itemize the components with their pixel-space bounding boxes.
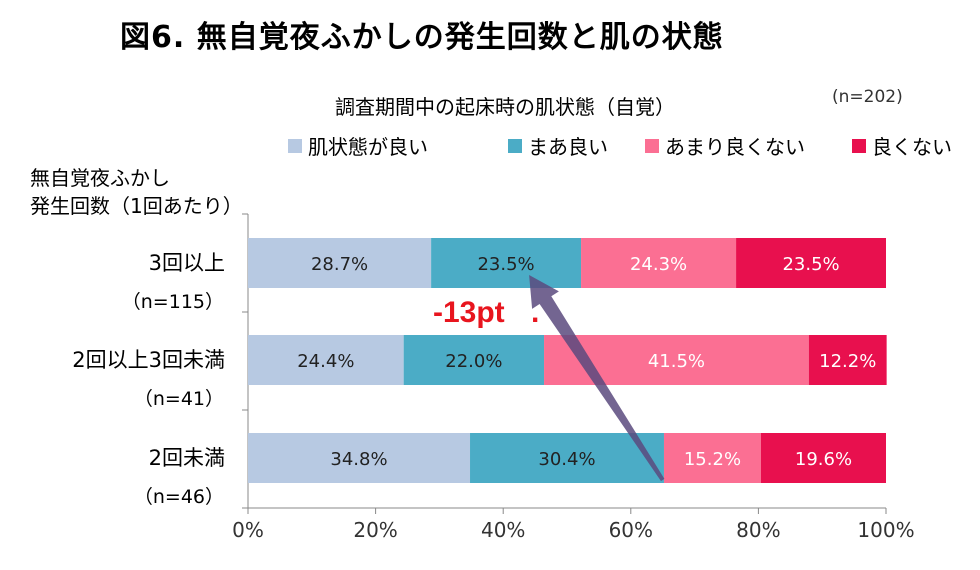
data-label: 41.5% — [648, 351, 705, 372]
bar-segment — [663, 433, 761, 483]
data-label: 23.5% — [477, 254, 534, 275]
data-label: 30.4% — [538, 449, 595, 470]
category-sample-size: （n=41） — [134, 388, 224, 410]
x-tick-label: 40% — [481, 518, 525, 542]
legend-label: あまり良くない — [665, 135, 805, 159]
bar-segment — [581, 238, 737, 288]
data-label: 24.4% — [297, 351, 354, 372]
data-label: 28.7% — [311, 254, 368, 275]
legend-swatch — [288, 139, 302, 153]
bar-segment — [403, 335, 545, 385]
legend-label: 良くない — [872, 135, 952, 159]
legend-swatch — [508, 139, 522, 153]
chart-subtitle: 調査期間中の起床時の肌状態（自覚） — [335, 95, 675, 119]
bar-segment — [431, 238, 582, 288]
x-tick-label: 100% — [857, 518, 914, 542]
legend-label: 肌状態が良い — [308, 135, 428, 159]
category-sample-size: （n=115） — [122, 291, 224, 313]
data-label: 23.5% — [782, 254, 839, 275]
data-label: 24.3% — [630, 254, 687, 275]
category-sample-size: （n=46） — [134, 486, 224, 508]
bar-segment — [760, 433, 886, 483]
bar-segment — [736, 238, 886, 288]
annotation-arrow — [529, 275, 665, 482]
chart-title: 図6. 無自覚夜ふかしの発生回数と肌の状態 — [120, 20, 724, 55]
x-tick-label: 20% — [353, 518, 397, 542]
annotation-text: -13pt — [433, 296, 505, 329]
category-label: 2回以上3回未満 — [72, 348, 225, 372]
y-axis-title: 無自覚夜ふかし — [30, 166, 170, 190]
legend-swatch — [852, 139, 866, 153]
data-label: 12.2% — [819, 351, 876, 372]
bar-segment — [470, 433, 664, 483]
x-tick-label: 80% — [736, 518, 780, 542]
y-axis-title: 発生回数（1回あたり） — [30, 194, 243, 218]
legend-swatch — [645, 139, 659, 153]
bar-segment — [808, 335, 887, 385]
data-label: 34.8% — [330, 449, 387, 470]
x-tick-label: 60% — [609, 518, 653, 542]
x-tick-label: 0% — [232, 518, 264, 542]
bar-segment — [248, 335, 404, 385]
sample-size-note: (n=202) — [832, 87, 903, 107]
bar-segment — [248, 238, 432, 288]
data-label: 19.6% — [795, 449, 852, 470]
data-label: 15.2% — [684, 449, 741, 470]
data-label: 22.0% — [445, 351, 502, 372]
bar-segment — [248, 433, 471, 483]
annotation-dot: . — [531, 296, 539, 329]
legend-label: まあ良い — [528, 135, 608, 159]
category-label: 2回未満 — [149, 446, 225, 470]
category-label: 3回以上 — [149, 251, 225, 275]
